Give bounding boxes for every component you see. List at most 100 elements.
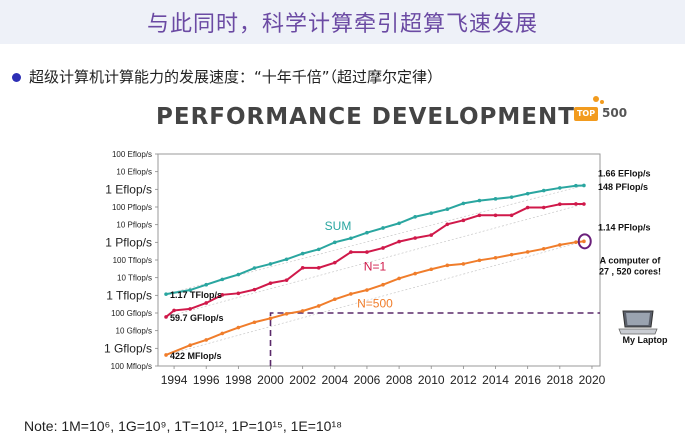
series-name-label: N=500 (357, 297, 393, 311)
series-point-sum (509, 195, 514, 199)
y-tick-label: 1 Pflop/s (105, 235, 152, 249)
series-point-n-1 (397, 239, 401, 244)
x-tick-label: 2004 (321, 373, 348, 385)
series-point-sum (397, 221, 401, 226)
series-point-sum (236, 272, 241, 277)
top500-number: 500 (602, 106, 628, 120)
series-point-n-1 (558, 202, 562, 207)
unit-note: Note: 1M=10⁶, 1G=10⁹, 1T=10¹², 1P=10¹⁵, … (24, 418, 343, 434)
series-name-label: SUM (325, 219, 352, 233)
x-tick-label: 1994 (161, 373, 188, 385)
start-value-label: 422 MFlop/s (170, 351, 222, 361)
bullet-text: 超级计算机计算能力的发展速度：“十年千倍”（超过摩尔定律） (29, 68, 443, 86)
series-point-n-1 (300, 266, 305, 270)
series-point-n-500 (461, 262, 466, 266)
computer-note-text: 27 , 520 cores! (599, 266, 661, 276)
series-point-sum (268, 262, 273, 266)
end-value-label: 148 PFlop/s (598, 182, 648, 192)
series-point-n-1 (525, 205, 530, 210)
series-line-n-1 (165, 202, 584, 318)
chart-title: PERFORMANCE DEVELOPMENT (156, 104, 575, 130)
series-name-label: N=1 (364, 260, 387, 274)
trend-line (165, 240, 585, 356)
series-point-n-1 (381, 246, 385, 250)
x-tick-label: 2002 (289, 373, 316, 385)
series-point-n-1 (284, 278, 289, 282)
series-point-n-500 (284, 312, 289, 316)
series-point-n-1 (333, 260, 337, 265)
series-point-n-500 (582, 239, 586, 244)
series-point-n-500 (413, 271, 417, 276)
y-tick-label: 100 Mflop/s (111, 362, 152, 371)
series-point-n-500 (220, 331, 225, 336)
series-point-n-1 (477, 213, 482, 218)
start-value-label: 1.17 TFlop/s (170, 290, 222, 300)
series-point-n-500 (525, 250, 530, 254)
series-point-n-1 (365, 250, 369, 254)
laptop-icon (618, 310, 658, 335)
x-tick-label: 2006 (354, 373, 381, 385)
series-point-sum (349, 236, 353, 241)
y-tick-label: 1 Eflop/s (105, 182, 152, 196)
series-point-sum (188, 288, 192, 292)
series-point-n-500 (477, 258, 482, 263)
series-point-sum (429, 211, 434, 215)
x-tick-label: 1998 (225, 373, 252, 385)
series-point-sum (300, 251, 305, 256)
x-tick-label: 2008 (386, 373, 413, 385)
series-point-sum (541, 188, 546, 193)
y-tick-label: 100 Gflop/s (111, 309, 152, 318)
series-point-sum (220, 277, 225, 282)
series-point-n-1 (509, 213, 514, 218)
series-point-n-1 (204, 301, 209, 305)
series-point-sum (316, 247, 321, 252)
series-point-n-500 (188, 343, 192, 348)
series-point-sum (333, 240, 337, 245)
series-point-sum (558, 186, 562, 190)
performance-chart: 100 Eflop/s 10 Eflop/s 1 Eflop/s 100 Pflop/… (104, 150, 668, 385)
series-point-sum (204, 282, 209, 287)
series-point-n-1 (164, 315, 168, 319)
series-point-n-1 (236, 291, 241, 296)
series-point-n-1 (268, 281, 273, 285)
series-point-n-500 (381, 282, 385, 287)
series-point-n-500 (493, 256, 498, 260)
series-point-n-500 (349, 292, 353, 296)
series-point-n-1 (461, 218, 466, 223)
series-point-n-500 (574, 240, 578, 244)
y-tick-label: 10 Tflop/s (117, 274, 152, 283)
series-point-n-500 (300, 309, 305, 313)
series-point-sum (413, 214, 417, 219)
series-point-sum (525, 191, 530, 196)
x-tick-label: 2016 (514, 373, 541, 385)
series-point-n-1 (252, 287, 257, 292)
x-tick-label: 2018 (546, 373, 573, 385)
series-point-n-500 (429, 267, 434, 272)
x-tick-label: 2020 (579, 373, 606, 385)
series-point-n-1 (413, 236, 417, 240)
title-band (0, 0, 685, 44)
x-tick-label: 2000 (257, 373, 284, 385)
y-tick-label: 100 Eflop/s (112, 150, 152, 159)
series-point-n-500 (509, 252, 514, 257)
series-point-n-1 (172, 308, 176, 313)
trend-line (165, 203, 585, 318)
end-value-label: 1.14 PFlop/s (598, 222, 651, 232)
series-point-n-500 (268, 316, 273, 321)
series-point-sum (252, 266, 257, 270)
series-point-n-1 (349, 250, 353, 254)
series-point-n-500 (236, 325, 241, 330)
top500-badge: TOP (574, 107, 598, 121)
series-point-n-1 (188, 307, 192, 311)
y-tick-label: 10 Eflop/s (116, 168, 152, 177)
x-tick-label: 2012 (450, 373, 477, 385)
y-tick-label: 10 Gflop/s (116, 327, 152, 336)
laptop-guide-line (269, 312, 600, 366)
series-point-n-1 (574, 202, 578, 206)
series-point-n-500 (204, 338, 209, 342)
series-point-sum (164, 292, 168, 296)
series-point-sum (284, 257, 289, 262)
series-point-sum (574, 183, 578, 188)
y-tick-label: 1 Gflop/s (104, 341, 152, 355)
bullet-point: 超级计算机计算能力的发展速度：“十年千倍”（超过摩尔定律） (12, 66, 442, 87)
